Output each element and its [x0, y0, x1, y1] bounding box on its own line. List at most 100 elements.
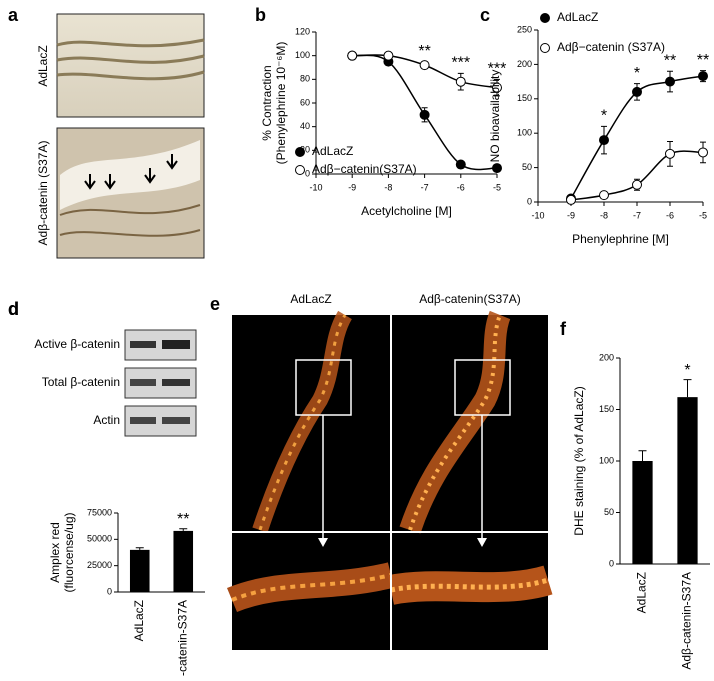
error-bar — [638, 450, 647, 461]
legend-marker — [295, 165, 305, 175]
y-axis-label: (Phenylephrine 10⁻⁶M) — [274, 42, 288, 165]
marker — [698, 71, 708, 82]
marker — [632, 86, 642, 97]
blot-label: Total β-catenin — [42, 375, 120, 389]
series-line — [352, 54, 498, 89]
x-tick-label: -9 — [567, 210, 575, 220]
western-blots — [124, 329, 197, 437]
y-tick-label: 200 — [599, 352, 614, 362]
image-label: AdLacZ — [290, 292, 331, 306]
y-tick-label: 120 — [295, 26, 310, 36]
y-tick-label: 0 — [527, 196, 532, 206]
error-bar — [683, 379, 692, 398]
y-tick-label: 50 — [522, 162, 532, 172]
x-tick-label: -9 — [348, 182, 356, 192]
bar — [129, 549, 150, 592]
x-tick-label: Adβ-catenin-S37A — [680, 572, 694, 670]
x-tick-label: -6 — [666, 210, 674, 220]
marker — [599, 190, 609, 201]
marker — [665, 148, 675, 159]
significance: * — [684, 362, 690, 379]
significance: ** — [177, 511, 189, 528]
y-axis-label: % Contraction — [260, 65, 274, 140]
error-bar — [135, 547, 144, 550]
y-tick-label: 200 — [517, 59, 532, 69]
panel-letter: a — [8, 5, 19, 25]
y-tick-label: 100 — [517, 128, 532, 138]
significance: ** — [664, 52, 676, 69]
marker — [383, 50, 394, 61]
legend-label: AdLacZ — [557, 10, 598, 24]
marker — [455, 76, 466, 87]
x-tick-label: AdLacZ — [635, 572, 649, 613]
significance: ** — [697, 52, 709, 69]
y-tick-label: 0 — [305, 168, 310, 178]
x-tick-label: AdLacZ — [132, 600, 146, 641]
x-tick-label: -5 — [493, 182, 501, 192]
blot-label: Active β-catenin — [34, 337, 120, 351]
y-tick-label: 75000 — [87, 507, 112, 517]
y-tick-label: 0 — [107, 586, 112, 596]
x-tick-label: Adβ-catenin-S37A — [175, 600, 189, 676]
bar — [677, 397, 698, 564]
y-axis-label: DHE staining (% of AdLacZ) — [572, 386, 586, 535]
y-tick-label: 25000 — [87, 560, 112, 570]
y-tick-label: 0 — [609, 558, 614, 568]
panel-letter: d — [8, 299, 19, 319]
panel-letter: c — [480, 5, 490, 25]
y-tick-label: 50000 — [87, 534, 112, 544]
legend-label: AdLacZ — [312, 144, 353, 158]
y-tick-label: 50 — [604, 507, 614, 517]
significance: * — [634, 65, 640, 82]
x-tick-label: -10 — [309, 182, 322, 192]
x-tick-label: -8 — [600, 210, 608, 220]
legend-marker — [540, 13, 550, 23]
histology-images — [56, 13, 205, 259]
y-tick-label: 60 — [300, 97, 310, 107]
y-tick-label: 150 — [599, 404, 614, 414]
significance: ** — [418, 43, 430, 60]
bar — [632, 461, 653, 564]
marker — [347, 50, 358, 61]
legend-marker — [295, 147, 305, 157]
marker — [455, 159, 466, 170]
image-label: AdLacZ — [36, 45, 50, 86]
x-tick-label: -5 — [699, 210, 707, 220]
fluorescence-images — [227, 310, 553, 650]
x-tick-label: -6 — [457, 182, 465, 192]
y-tick-label: 250 — [517, 24, 532, 34]
marker — [492, 82, 502, 93]
significance: * — [601, 108, 607, 125]
y-tick-label: 150 — [517, 93, 532, 103]
significance: *** — [451, 55, 470, 72]
marker — [419, 60, 430, 71]
x-axis-label: Acetylcholine [M] — [361, 204, 452, 218]
marker — [698, 147, 708, 158]
legend-marker — [540, 43, 550, 53]
panel-letter: d — [8, 299, 19, 319]
marker — [492, 163, 502, 174]
marker — [599, 135, 609, 146]
x-tick-label: -8 — [384, 182, 392, 192]
panel-letter: e — [210, 294, 220, 314]
y-axis-label: Amplex red — [48, 522, 62, 583]
x-axis-label: Phenylephrine [M] — [572, 232, 669, 246]
x-tick-label: -7 — [633, 210, 641, 220]
bar — [173, 530, 194, 592]
y-tick-label: 20 — [300, 145, 310, 155]
y-tick-label: 100 — [295, 50, 310, 60]
blot-label: Actin — [93, 413, 120, 427]
panel-letter: f — [560, 319, 567, 339]
marker — [665, 76, 675, 87]
image-label: Adβ-catenin(S37A) — [419, 292, 521, 306]
marker — [566, 194, 576, 205]
y-axis-label: NO bioavailability — [488, 70, 502, 163]
y-tick-label: 40 — [300, 121, 310, 131]
marker — [632, 179, 642, 190]
marker — [419, 109, 430, 120]
panel-letter: b — [255, 5, 266, 25]
x-tick-label: -7 — [421, 182, 429, 192]
legend-label: Adβ−catenin(S37A) — [312, 162, 417, 176]
legend-label: Adβ−catenin (S37A) — [557, 40, 665, 54]
